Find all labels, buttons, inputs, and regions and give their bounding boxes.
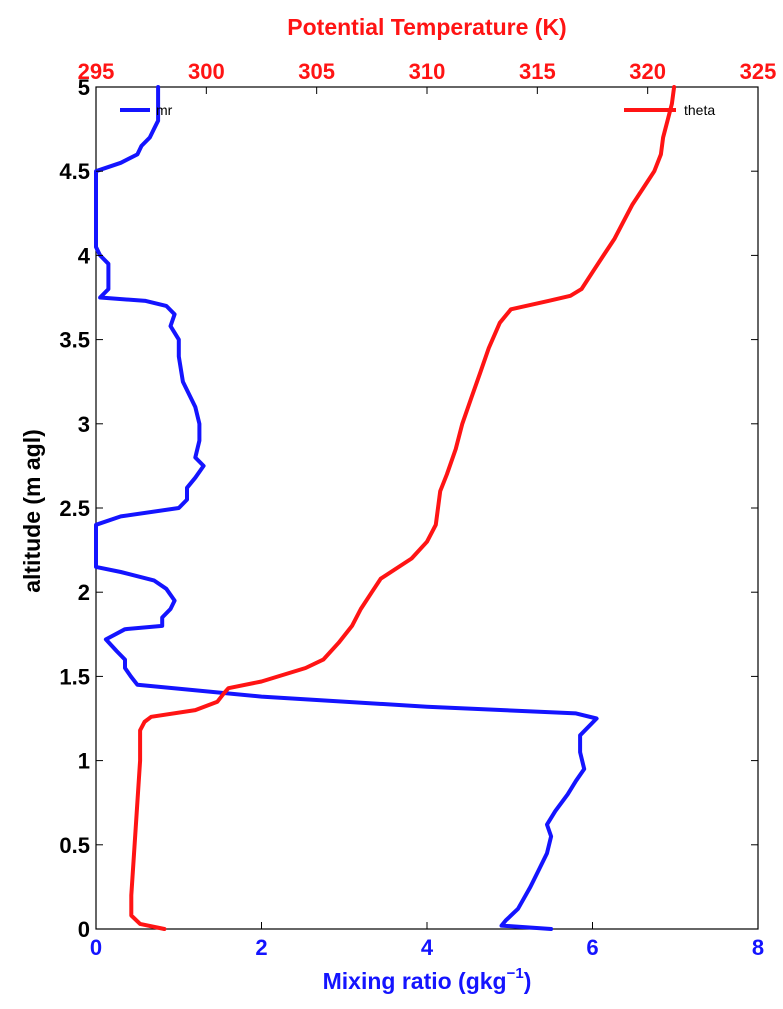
y-tick-label: 4: [78, 243, 91, 268]
plot-frame: [96, 87, 758, 929]
legend-label-mr: mr: [156, 102, 173, 118]
x-bottom-tick-label: 2: [255, 935, 267, 960]
x-top-tick-label: 310: [409, 59, 446, 84]
legend-label-theta: theta: [684, 102, 715, 118]
y-tick-label: 4.5: [59, 159, 90, 184]
x-top-tick-label: 305: [298, 59, 335, 84]
y-tick-label: 3: [78, 412, 90, 437]
y-tick-label: 0.5: [59, 833, 90, 858]
x-bottom-tick-label: 4: [421, 935, 434, 960]
plot-area: [96, 87, 758, 929]
x-top-tick-label: 320: [629, 59, 666, 84]
x-top-tick-label: 315: [519, 59, 556, 84]
x-top-axis-title: Potential Temperature (K): [287, 14, 566, 40]
x-top-tick-label: 325: [740, 59, 777, 84]
y-tick-label: 0: [78, 917, 90, 942]
series-line-mr: [96, 87, 597, 929]
x-bottom-axis-title: Mixing ratio (gkg−1): [323, 965, 532, 994]
x-top-tick-label: 300: [188, 59, 225, 84]
y-tick-label: 2: [78, 580, 90, 605]
y-axis-title: altitude (m agl): [19, 429, 45, 593]
legend: mr theta: [120, 102, 715, 118]
x-bottom-tick-label: 8: [752, 935, 764, 960]
x-bottom-tick-label: 0: [90, 935, 102, 960]
series-layer: [96, 87, 674, 929]
y-tick-label: 3.5: [59, 328, 90, 353]
y-tick-label: 2.5: [59, 496, 90, 521]
series-line-theta: [131, 87, 674, 929]
x-bottom-tick-label: 6: [586, 935, 598, 960]
y-tick-label: 1.5: [59, 664, 90, 689]
y-tick-label: 1: [78, 749, 90, 774]
x-top-tick-label: 295: [78, 59, 115, 84]
